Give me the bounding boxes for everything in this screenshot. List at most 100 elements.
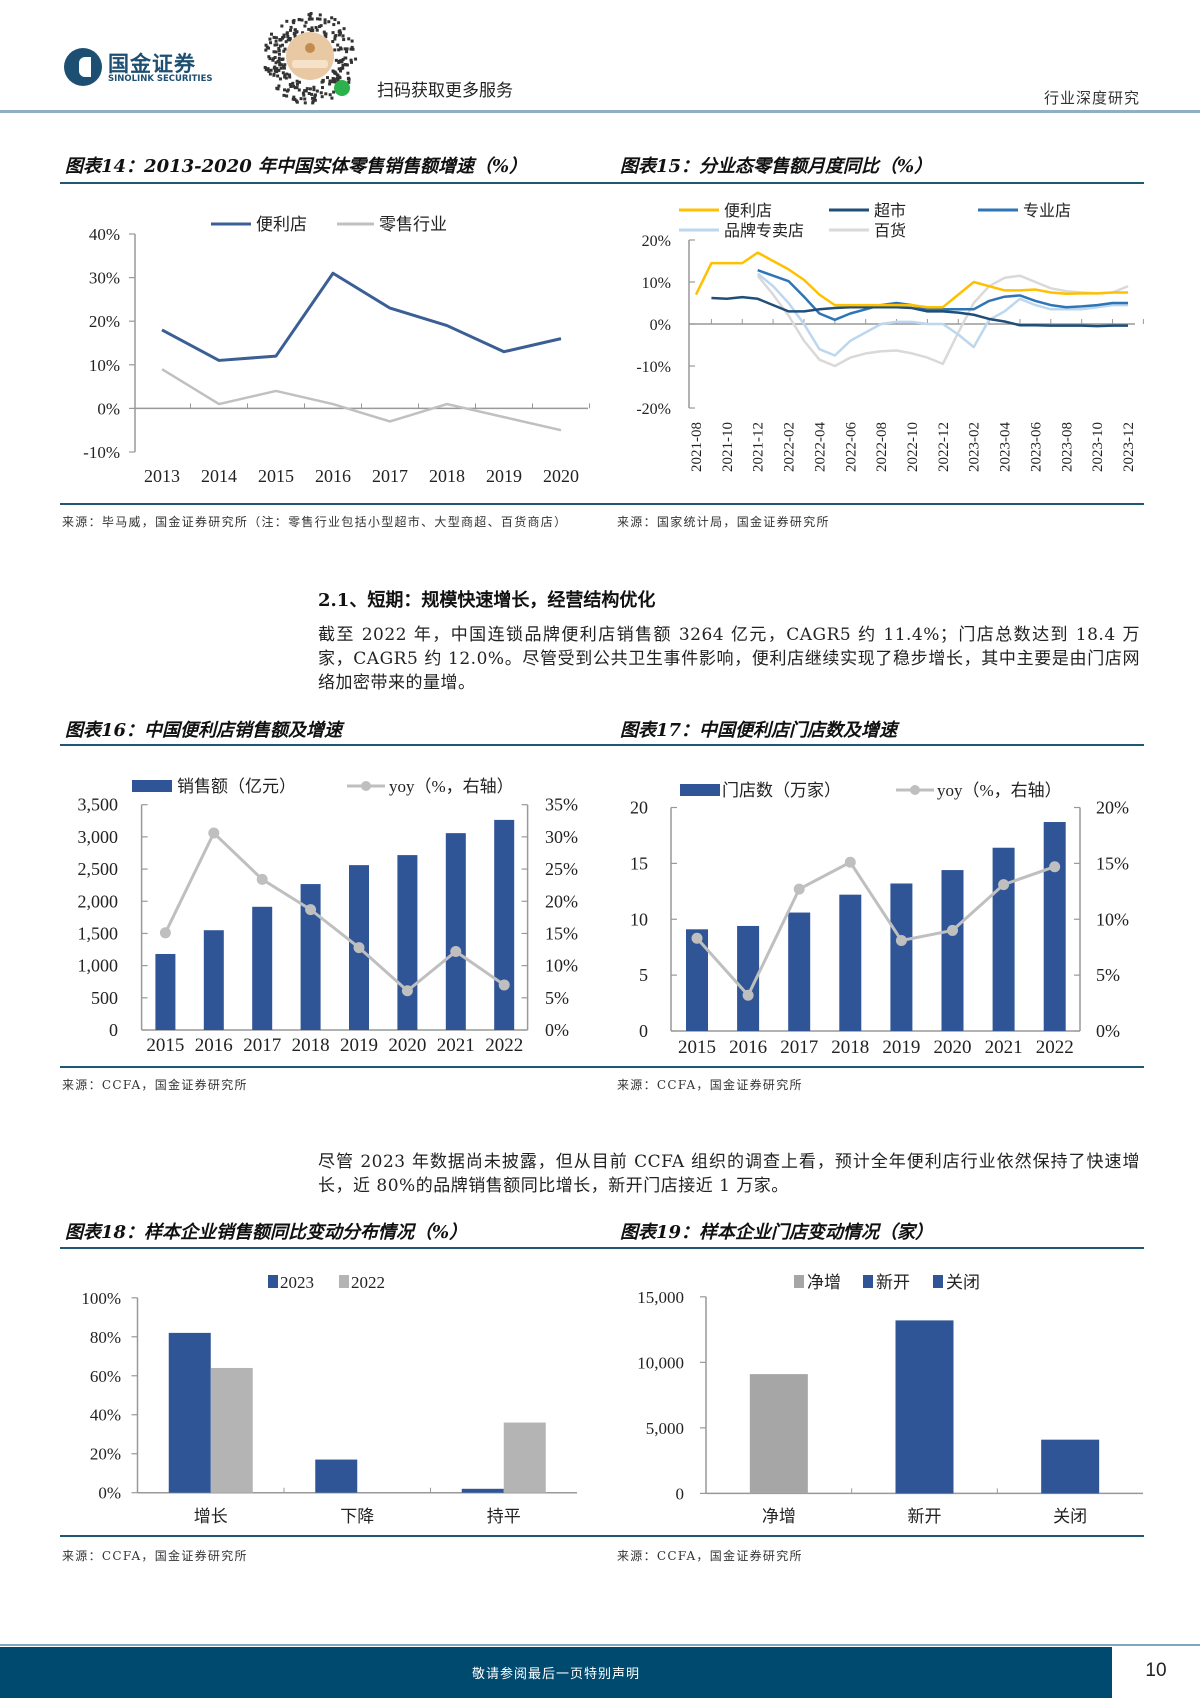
c17-bar bbox=[890, 883, 913, 1031]
c14-x-label: 2015 bbox=[258, 466, 294, 486]
c15-y-tick-label: 0% bbox=[650, 317, 671, 334]
figure-row2-bottom-rule bbox=[60, 1066, 1144, 1068]
c16-yoy-marker bbox=[353, 942, 365, 954]
c14-x-label: 2018 bbox=[429, 466, 465, 486]
c14-x-label: 2013 bbox=[144, 466, 180, 486]
c17-y-left-tick-label: 15 bbox=[630, 853, 648, 873]
c17-legend-line-marker bbox=[910, 785, 920, 795]
c17-bar bbox=[992, 847, 1015, 1031]
c15-x-label: 2021-10 bbox=[720, 422, 736, 472]
paragraph-1: 截至 2022 年，中国连锁品牌便利店销售额 3264 亿元，CAGR5 约 1… bbox=[318, 625, 1140, 693]
c15-legend-label: 百货 bbox=[874, 222, 906, 240]
figure-row3-top-rule bbox=[60, 1247, 1144, 1249]
c19-bar-净增 bbox=[749, 1374, 808, 1494]
c15-x-label: 2022-08 bbox=[874, 422, 890, 472]
c18-legend-label: 2023 bbox=[280, 1273, 314, 1292]
c15-series-1 bbox=[711, 295, 1128, 328]
c15-x-label: 2022-10 bbox=[905, 422, 921, 472]
c17-x-label: 2019 bbox=[882, 1037, 920, 1058]
c16-legend-bar-label: 销售额（亿元） bbox=[177, 777, 296, 796]
c16-y-left-tick-label: 1,000 bbox=[78, 956, 119, 976]
c15-legend-label: 品牌专卖店 bbox=[724, 222, 804, 240]
figure-18-source: 来源：CCFA，国金证券研究所 bbox=[62, 1549, 248, 1563]
c17-y-right-tick-label: 0% bbox=[1096, 1021, 1120, 1041]
c17-x-label: 2022 bbox=[1036, 1037, 1074, 1058]
c15-y-tick-label: -10% bbox=[636, 359, 671, 376]
figure-18-title: 图表18：样本企业销售额同比变动分布情况（%） bbox=[65, 1222, 468, 1243]
paragraph-2: 尽管 2023 年数据尚未披露，但从目前 CCFA 组织的调查上看，预计全年便利… bbox=[318, 1152, 1140, 1196]
c16-legend-bar-swatch bbox=[132, 780, 172, 792]
c15-x-label: 2023-12 bbox=[1121, 422, 1137, 472]
qr-code-icon[interactable] bbox=[262, 10, 358, 106]
c15-legend-label: 便利店 bbox=[724, 202, 772, 220]
c15-series-3 bbox=[756, 272, 1128, 357]
c17-yoy-marker bbox=[844, 856, 856, 868]
c19-y-tick-label: 0 bbox=[676, 1484, 685, 1503]
c15-y-tick-label: 10% bbox=[642, 275, 671, 292]
c17-x-label: 2016 bbox=[729, 1037, 767, 1058]
c18-y-tick-label: 0% bbox=[98, 1484, 121, 1503]
c17-y-left-tick-label: 0 bbox=[639, 1021, 648, 1041]
c16-y-right-tick-label: 10% bbox=[545, 956, 578, 976]
figure-19-title: 图表19：样本企业门店变动情况（家） bbox=[620, 1222, 934, 1243]
c16-x-label: 2015 bbox=[146, 1035, 184, 1056]
c19-legend-label: 关闭 bbox=[946, 1273, 980, 1292]
c14-x-label: 2017 bbox=[372, 466, 408, 486]
c17-x-label: 2018 bbox=[831, 1037, 869, 1058]
figure-row2-top-rule bbox=[60, 744, 1144, 746]
c17-yoy-marker bbox=[895, 934, 907, 946]
figure-row1-bottom-rule bbox=[60, 503, 1144, 505]
c16-y-right-tick-label: 0% bbox=[545, 1020, 569, 1040]
c17-y-left-tick-label: 10 bbox=[630, 909, 648, 929]
c15-y-tick-label: 20% bbox=[642, 233, 671, 250]
c14-x-label: 2014 bbox=[201, 466, 237, 486]
c17-y-right-tick-label: 15% bbox=[1096, 853, 1129, 873]
c17-bar bbox=[788, 912, 811, 1031]
qr-caption: 扫码获取更多服务 bbox=[377, 81, 513, 101]
c15-series-2 bbox=[757, 269, 1128, 322]
c14-legend-label: 零售行业 bbox=[379, 215, 447, 234]
figure-row1-top-rule bbox=[60, 182, 1144, 184]
c16-legend-line-marker bbox=[361, 781, 371, 791]
c16-x-label: 2016 bbox=[195, 1035, 233, 1056]
c14-y-tick-label: 0% bbox=[97, 399, 120, 418]
c16-y-left-tick-label: 0 bbox=[109, 1020, 118, 1040]
figure-19-source: 来源：CCFA，国金证券研究所 bbox=[617, 1549, 803, 1563]
c17-y-right-tick-label: 10% bbox=[1096, 909, 1129, 929]
c17-legend-bar-label: 门店数（万家） bbox=[722, 781, 841, 800]
c18-y-tick-label: 20% bbox=[90, 1445, 121, 1464]
c19-x-label: 新开 bbox=[908, 1507, 942, 1526]
c17-y-right-tick-label: 5% bbox=[1096, 965, 1120, 985]
logo-name-cn: 国金证券 bbox=[108, 52, 196, 76]
figure-15-source: 来源：国家统计局，国金证券研究所 bbox=[617, 515, 830, 529]
figure-14-source: 来源：毕马威，国金证券研究所（注：零售行业包括小型超市、大型商超、百货商店） bbox=[62, 515, 568, 529]
c16-bar bbox=[445, 833, 466, 1030]
c18-bar-2023 bbox=[461, 1488, 504, 1493]
c14-y-tick-label: 40% bbox=[89, 225, 120, 244]
c16-x-label: 2020 bbox=[388, 1035, 426, 1056]
c16-yoy-marker bbox=[256, 873, 268, 885]
c19-y-tick-label: 10,000 bbox=[637, 1353, 684, 1372]
c16-yoy-marker bbox=[159, 927, 171, 939]
c19-x-label: 净增 bbox=[762, 1507, 796, 1526]
sinolink-logo-icon bbox=[64, 48, 102, 86]
c16-x-label: 2019 bbox=[340, 1035, 378, 1056]
c18-x-label: 持平 bbox=[487, 1507, 521, 1526]
figure-14-title: 图表14：2013-2020 年中国实体零售销售额增速（%） bbox=[65, 156, 528, 177]
c16-y-right-tick-label: 20% bbox=[545, 891, 578, 911]
c15-series-0 bbox=[694, 251, 1128, 309]
c17-bar bbox=[839, 894, 862, 1031]
c19-y-tick-label: 5,000 bbox=[646, 1419, 684, 1438]
c16-y-right-tick-label: 5% bbox=[545, 988, 569, 1008]
c18-y-tick-label: 80% bbox=[90, 1328, 121, 1347]
c15-x-label: 2023-10 bbox=[1090, 422, 1106, 472]
c14-y-tick-label: 30% bbox=[89, 269, 120, 288]
c19-bar-关闭 bbox=[1041, 1439, 1100, 1494]
c16-y-right-tick-label: 30% bbox=[545, 827, 578, 847]
c15-x-label: 2021-12 bbox=[751, 422, 767, 472]
footer-disclaimer[interactable]: 敬请参阅最后一页特别声明 bbox=[471, 1667, 640, 1682]
c14-y-tick-label: 20% bbox=[89, 312, 120, 331]
c16-bar bbox=[300, 884, 321, 1030]
c17-yoy-marker bbox=[1049, 861, 1061, 873]
c18-legend-swatch bbox=[339, 1275, 349, 1288]
